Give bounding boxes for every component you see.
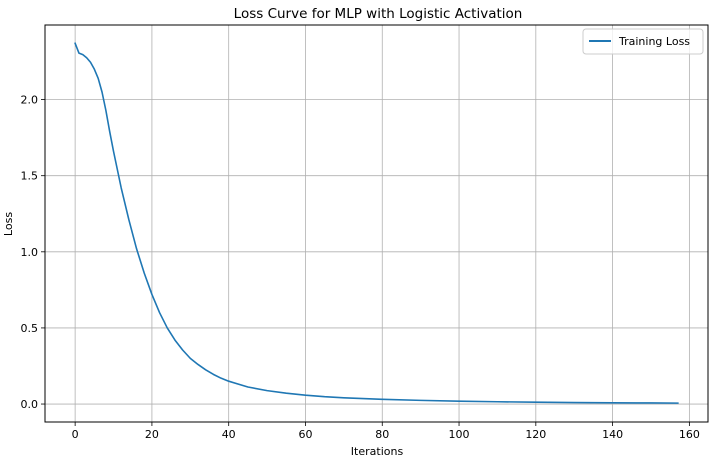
x-tick-label: 100 <box>449 428 470 441</box>
x-axis-label: Iterations <box>351 445 404 458</box>
legend: Training Loss <box>582 28 704 55</box>
y-tick-label: 2.0 <box>21 94 39 107</box>
y-tick-label: 1.5 <box>21 170 39 183</box>
x-axis: 0 20 40 60 80 100 120 140 160 <box>72 422 700 441</box>
series-line-training-loss <box>74 42 679 404</box>
y-tick-label: 0.0 <box>21 398 39 411</box>
x-tick-label: 120 <box>525 428 546 441</box>
x-tick-label: 80 <box>375 428 389 441</box>
y-tick-label: 1.0 <box>21 246 39 259</box>
legend-box <box>582 28 704 55</box>
x-tick-label: 60 <box>298 428 312 441</box>
series-layer <box>74 42 679 404</box>
plot-frame <box>44 24 709 423</box>
x-tick-label: 20 <box>145 428 159 441</box>
chart-title: Loss Curve for MLP with Logistic Activat… <box>234 6 523 22</box>
x-tick-label: 140 <box>602 428 623 441</box>
y-axis: 0.0 0.5 1.0 1.5 2.0 <box>21 94 45 411</box>
x-tick-label: 160 <box>679 428 700 441</box>
x-tick-label: 40 <box>222 428 236 441</box>
legend-label-training-loss: Training Loss <box>618 35 690 48</box>
y-axis-label: Loss <box>2 212 15 236</box>
grid <box>45 25 708 422</box>
x-tick-label: 0 <box>72 428 79 441</box>
y-tick-label: 0.5 <box>21 322 39 335</box>
